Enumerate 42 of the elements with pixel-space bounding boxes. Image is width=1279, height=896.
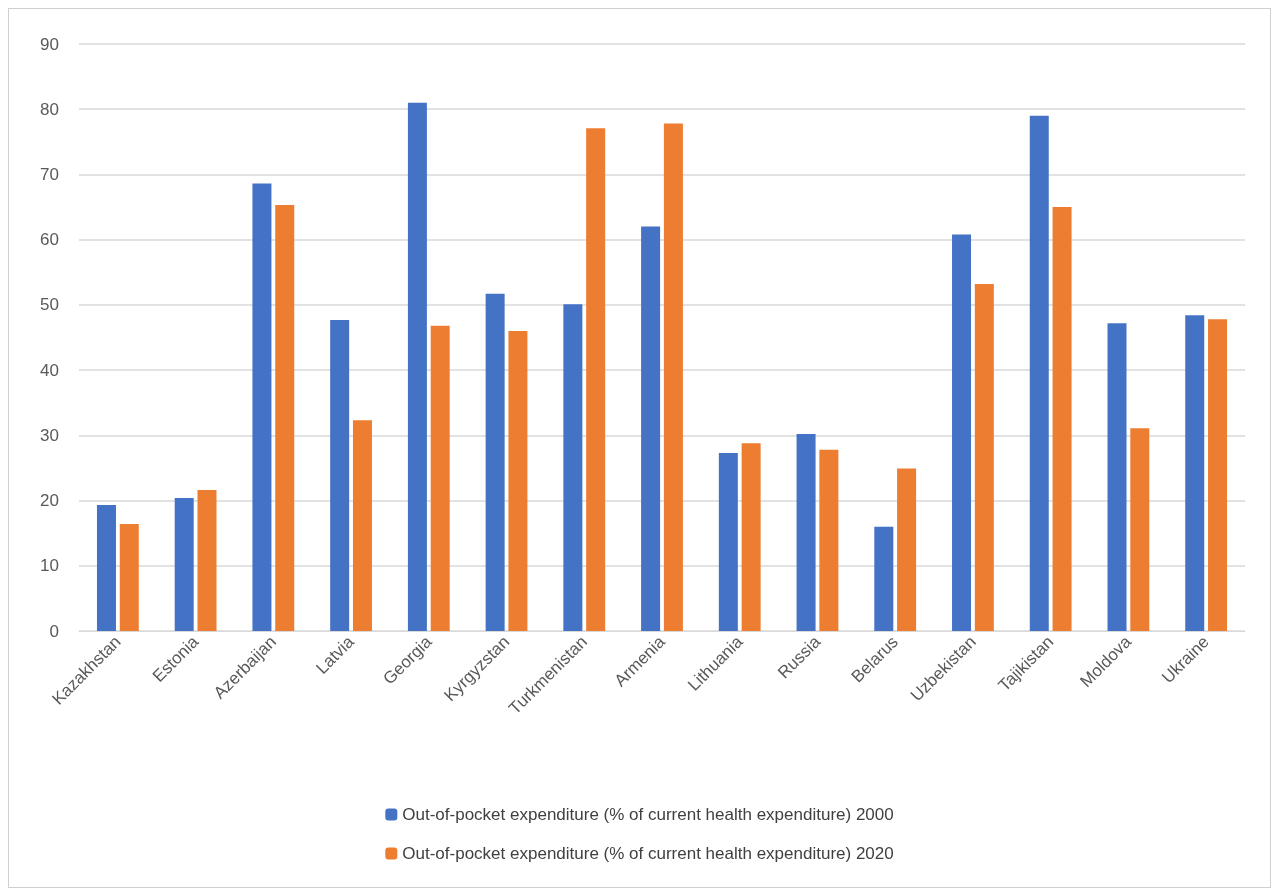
bar	[96, 505, 116, 631]
y-tick-label: 80	[40, 99, 59, 119]
bar	[1185, 315, 1205, 631]
legend-label: Out-of-pocket expenditure (% of current health expenditure) 2000	[402, 805, 894, 824]
bar	[508, 330, 528, 631]
bar	[197, 490, 217, 631]
bar	[407, 102, 427, 631]
bar	[897, 468, 917, 631]
bar	[718, 452, 738, 631]
y-tick-label: 90	[40, 34, 59, 54]
bar	[330, 319, 350, 631]
y-tick-label: 0	[49, 621, 59, 641]
bar	[741, 443, 761, 631]
y-tick-label: 20	[40, 491, 59, 511]
bar	[275, 205, 295, 631]
bar	[485, 293, 505, 631]
bar	[819, 449, 839, 631]
bar	[1052, 207, 1072, 631]
bar	[119, 524, 139, 631]
bar	[641, 226, 661, 631]
y-tick-label: 30	[40, 425, 59, 445]
legend-label: Out-of-pocket expenditure (% of current health expenditure) 2020	[402, 844, 894, 863]
bar	[952, 234, 972, 631]
bar	[1107, 323, 1127, 631]
bar	[663, 123, 683, 631]
y-tick-label: 60	[40, 230, 59, 250]
y-tick-label: 40	[40, 360, 59, 380]
bar	[586, 128, 606, 631]
bar	[1208, 319, 1228, 631]
bar	[796, 434, 816, 631]
bar	[974, 284, 994, 631]
bar	[1130, 428, 1150, 631]
y-tick-label: 70	[40, 164, 59, 184]
bar	[252, 183, 272, 631]
bar	[352, 420, 372, 631]
bar	[563, 304, 583, 631]
y-tick-label: 10	[40, 556, 59, 576]
bar	[174, 497, 194, 631]
bar	[874, 526, 894, 631]
bar	[430, 325, 450, 631]
y-tick-label: 50	[40, 295, 59, 315]
bar	[1029, 115, 1049, 631]
